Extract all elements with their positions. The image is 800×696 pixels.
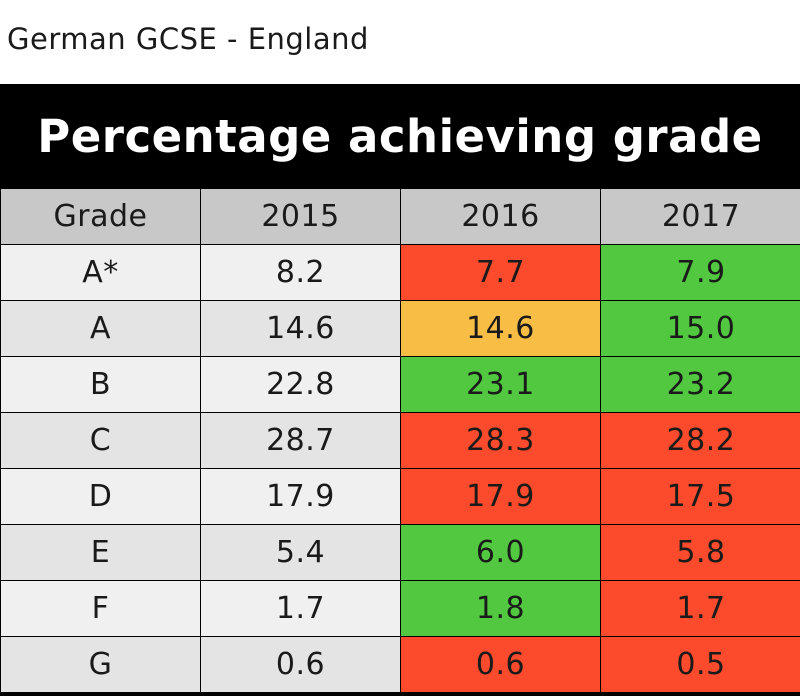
value-cell-2017: 28.2 — [601, 413, 800, 468]
grade-label: C — [1, 413, 200, 468]
header-grade: Grade — [1, 189, 200, 244]
value-cell-2016: 17.9 — [401, 469, 600, 524]
value-cell-2017: 1.7 — [601, 581, 800, 636]
value-cell-2017: 15.0 — [601, 301, 800, 356]
chart-subtitle: German GCSE - England — [7, 22, 369, 56]
value-cell-2016: 23.1 — [401, 357, 600, 412]
value-cell-2015: 22.8 — [201, 357, 400, 412]
value-cell-2015: 28.7 — [201, 413, 400, 468]
value-cell-2017: 17.5 — [601, 469, 800, 524]
table-title: Percentage achieving grade — [37, 109, 763, 163]
grade-label: G — [1, 637, 200, 692]
value-cell-2015: 1.7 — [201, 581, 400, 636]
value-cell-2017: 5.8 — [601, 525, 800, 580]
grade-label: A — [1, 301, 200, 356]
value-cell-2016: 14.6 — [401, 301, 600, 356]
value-cell-2017: 0.5 — [601, 637, 800, 692]
value-cell-2015: 14.6 — [201, 301, 400, 356]
header-year-2017: 2017 — [601, 189, 800, 244]
grade-label: B — [1, 357, 200, 412]
value-cell-2016: 0.6 — [401, 637, 600, 692]
value-cell-2015: 17.9 — [201, 469, 400, 524]
grade-label: D — [1, 469, 200, 524]
value-cell-2016: 7.7 — [401, 245, 600, 300]
header-year-2016: 2016 — [401, 189, 600, 244]
value-cell-2016: 28.3 — [401, 413, 600, 468]
grade-label: A* — [1, 245, 200, 300]
value-cell-2017: 23.2 — [601, 357, 800, 412]
header-year-2015: 2015 — [201, 189, 400, 244]
value-cell-2015: 5.4 — [201, 525, 400, 580]
value-cell-2015: 0.6 — [201, 637, 400, 692]
grade-label: F — [1, 581, 200, 636]
value-cell-2015: 8.2 — [201, 245, 400, 300]
value-cell-2016: 1.8 — [401, 581, 600, 636]
grade-label: E — [1, 525, 200, 580]
grade-table: Grade 2015 2016 2017 A* 8.2 7.7 7.9 A 14.6 14.6 15.… — [0, 189, 800, 696]
value-cell-2017: 7.9 — [601, 245, 800, 300]
value-cell-2016: 6.0 — [401, 525, 600, 580]
